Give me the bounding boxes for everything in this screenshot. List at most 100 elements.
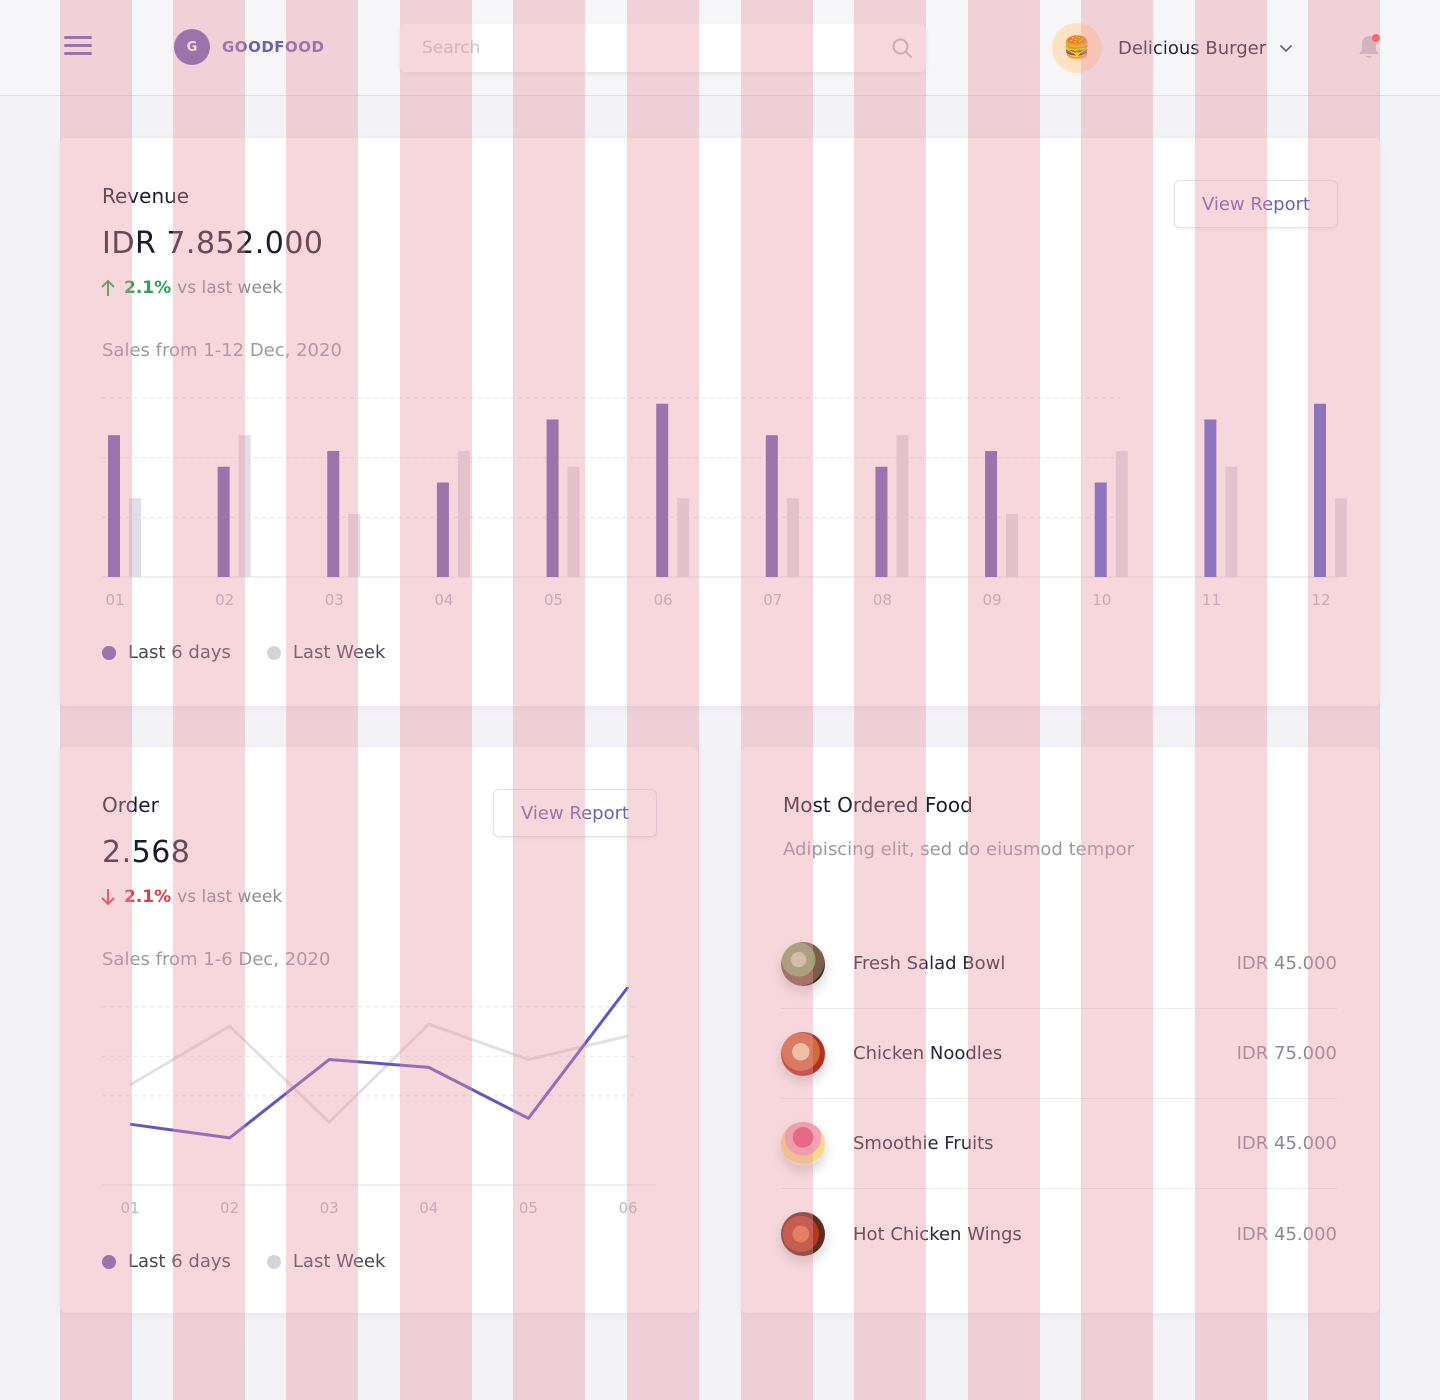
- most-ordered-title: Most Ordered Food: [783, 793, 973, 817]
- chicken-noodles-image: [781, 1031, 825, 1076]
- x-tick-label: 06: [618, 1199, 637, 1217]
- x-tick-label: 01: [105, 591, 124, 609]
- legend-dot: [266, 1254, 281, 1269]
- bar-last-6-days: [656, 403, 669, 577]
- search-icon[interactable]: [890, 36, 914, 60]
- legend-item-last-6-days: Last 6 days: [102, 1251, 231, 1272]
- chevron-down-icon: [1280, 45, 1293, 52]
- bar-last-week: [129, 498, 141, 577]
- list-item[interactable]: Fresh Salad Bowl IDR 45.000: [781, 919, 1337, 1009]
- arrow-up-icon: [101, 279, 115, 296]
- bar-last-6-days: [327, 451, 340, 577]
- order-delta: 2.1% vs last week: [100, 887, 282, 907]
- bar-last-week: [1115, 451, 1128, 577]
- revenue-delta: 2.1% vs last week: [100, 278, 282, 298]
- profile-name: Delicious Burger: [1118, 37, 1267, 59]
- brand-logo-icon: G: [174, 29, 210, 65]
- x-tick-label: 04: [419, 1199, 438, 1217]
- search-bar: [400, 24, 926, 72]
- bar-last-6-days: [875, 466, 888, 577]
- list-item[interactable]: Chicken Noodles IDR 75.000: [781, 1009, 1337, 1099]
- order-delta-pct: 2.1%: [124, 887, 172, 907]
- search-input[interactable]: [422, 36, 862, 60]
- revenue-range: Sales from 1-12 Dec, 2020: [102, 340, 342, 361]
- legend-dot: [266, 645, 281, 660]
- revenue-legend: Last 6 days Last Week: [102, 642, 421, 663]
- x-tick-label: 03: [325, 591, 344, 609]
- most-ordered-subtitle: Adipiscing elit, sed do eiusmod tempor: [783, 839, 1135, 860]
- order-range: Sales from 1-6 Dec, 2020: [102, 949, 331, 970]
- bar-last-6-days: [1094, 482, 1107, 577]
- legend-label: Last 6 days: [128, 642, 231, 663]
- profile-menu[interactable]: 🍔 Delicious Burger: [1052, 23, 1294, 73]
- brand-name: GOODFOOD: [222, 38, 325, 56]
- bar-last-week: [1335, 498, 1347, 577]
- food-name: Chicken Noodles: [853, 1043, 1003, 1064]
- revenue-delta-text: vs last week: [177, 278, 283, 298]
- revenue-bar-chart: 01 02 03 04 05 06 07 08 09 10 11 12: [102, 397, 1347, 609]
- bar-last-6-days: [108, 435, 120, 577]
- order-view-report-button[interactable]: View Report: [493, 789, 657, 837]
- x-tick-label: 01: [120, 1199, 139, 1217]
- x-tick-label: 05: [519, 1199, 538, 1217]
- legend-dot: [102, 645, 116, 660]
- notification-bell-icon[interactable]: [1356, 33, 1382, 61]
- bar-last-week: [1006, 514, 1019, 577]
- food-price: IDR 45.000: [1236, 1133, 1337, 1154]
- food-name: Fresh Salad Bowl: [853, 953, 1006, 974]
- line-last-6-days: [129, 987, 630, 1140]
- legend-item-last-week: Last Week: [266, 642, 385, 663]
- most-ordered-card: Most Ordered Food Adipiscing elit, sed d…: [741, 747, 1379, 1313]
- order-delta-text: vs last week: [177, 887, 283, 907]
- order-title: Order: [102, 793, 159, 817]
- smoothie-fruits-image: [781, 1121, 825, 1166]
- notification-badge: [1372, 34, 1380, 42]
- bar-last-6-days: [1204, 419, 1217, 577]
- revenue-delta-pct: 2.1%: [124, 278, 172, 298]
- brand[interactable]: G GOODFOOD: [174, 29, 324, 65]
- bar-last-6-days: [546, 419, 559, 577]
- list-item[interactable]: Smoothie Fruits IDR 45.000: [781, 1099, 1337, 1189]
- legend-dot: [102, 1254, 116, 1269]
- bar-last-6-days: [985, 451, 998, 577]
- x-tick-label: 10: [1092, 591, 1111, 609]
- list-item[interactable]: Hot Chicken Wings IDR 45.000: [781, 1189, 1337, 1279]
- x-tick-label: 03: [320, 1199, 339, 1217]
- x-tick-label: 09: [983, 591, 1002, 609]
- x-tick-label: 07: [763, 591, 782, 609]
- bar-last-6-days: [1314, 403, 1326, 577]
- legend-item-last-6-days: Last 6 days: [102, 642, 231, 663]
- bar-last-6-days: [217, 466, 230, 577]
- food-price: IDR 45.000: [1236, 1223, 1337, 1245]
- food-list: Fresh Salad Bowl IDR 45.000 Chicken Nood…: [781, 919, 1337, 1279]
- bar-last-week: [786, 498, 799, 577]
- bar-last-week: [896, 435, 909, 577]
- revenue-card: Revenue IDR 7.852.000 2.1% vs last week …: [60, 138, 1380, 706]
- x-tick-label: 08: [873, 591, 892, 609]
- revenue-title: Revenue: [102, 184, 190, 208]
- order-legend: Last 6 days Last Week: [102, 1251, 421, 1272]
- x-tick-label: 11: [1202, 591, 1221, 609]
- bar-last-week: [1225, 466, 1238, 577]
- x-tick-label: 04: [434, 591, 453, 609]
- order-line-chart: 01 02 03 04 05 06: [102, 987, 656, 1217]
- bar-last-6-days: [436, 482, 449, 577]
- x-tick-label: 06: [654, 591, 673, 609]
- bar-last-week: [348, 514, 361, 577]
- order-value: 2.568: [102, 835, 191, 870]
- top-bar: G GOODFOOD 🍔 Delicious Burger: [0, 0, 1440, 96]
- food-price: IDR 75.000: [1236, 1043, 1337, 1064]
- bar-last-6-days: [765, 435, 778, 577]
- revenue-view-report-button[interactable]: View Report: [1174, 180, 1338, 228]
- hamburger-menu-icon[interactable]: [64, 36, 92, 56]
- avatar: 🍔: [1052, 23, 1102, 73]
- arrow-down-icon: [101, 889, 115, 906]
- x-tick-label: 02: [220, 1199, 239, 1217]
- salad-bowl-image: [781, 941, 825, 986]
- legend-label: Last 6 days: [128, 1251, 231, 1272]
- chicken-wings-image: [781, 1212, 825, 1256]
- x-tick-label: 12: [1311, 591, 1330, 609]
- legend-label: Last Week: [292, 1251, 386, 1272]
- legend-item-last-week: Last Week: [266, 1251, 386, 1272]
- food-name: Smoothie Fruits: [853, 1133, 994, 1154]
